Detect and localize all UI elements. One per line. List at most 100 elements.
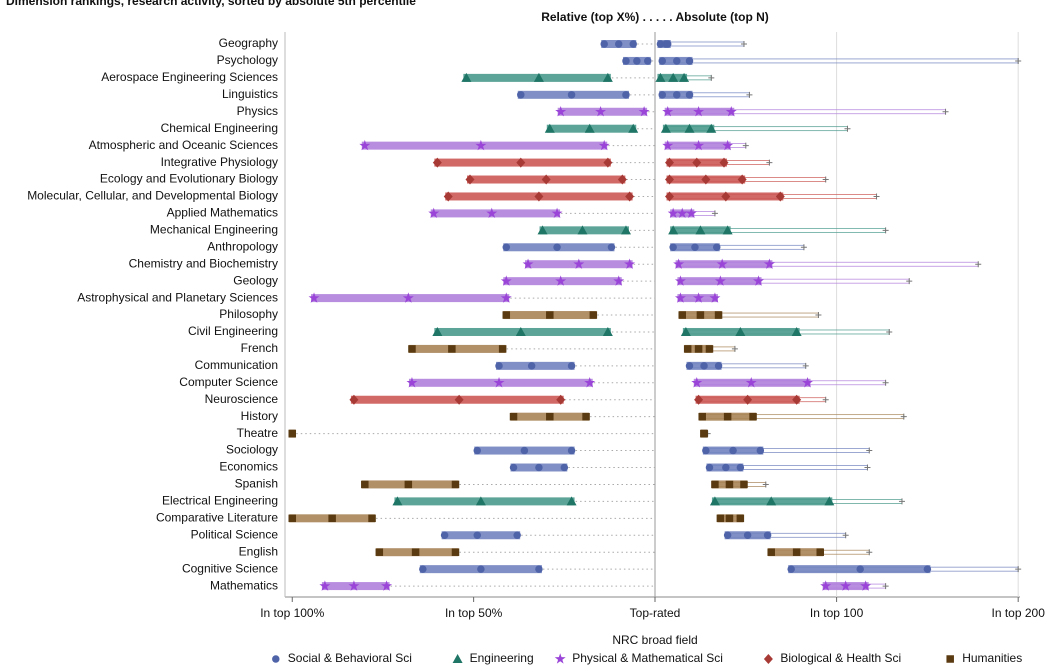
range-end bbox=[1015, 566, 1022, 573]
category-label: Linguistics bbox=[222, 87, 278, 101]
absolute-marker bbox=[787, 565, 795, 573]
range-end bbox=[1015, 57, 1022, 64]
category-label: Chemical Engineering bbox=[161, 121, 278, 135]
range-end bbox=[906, 278, 913, 285]
category-label: Psychology bbox=[217, 53, 278, 67]
range-end bbox=[822, 176, 829, 183]
relative-marker bbox=[643, 57, 652, 65]
range-end bbox=[898, 498, 905, 505]
legend-title: NRC broad field bbox=[612, 633, 697, 647]
range-end bbox=[822, 396, 829, 403]
range-end bbox=[866, 549, 873, 556]
relative-marker bbox=[622, 57, 630, 65]
absolute-marker bbox=[722, 139, 734, 151]
relative-marker bbox=[589, 311, 598, 319]
absolute-marker bbox=[737, 174, 747, 185]
relative-marker bbox=[602, 326, 613, 336]
absolute-marker bbox=[673, 258, 685, 269]
absolute-marker bbox=[714, 275, 726, 286]
range-end bbox=[886, 328, 893, 335]
relative-marker bbox=[288, 514, 297, 523]
relative-marker bbox=[308, 292, 320, 303]
category-label: Theatre bbox=[237, 426, 279, 440]
relative-marker bbox=[288, 429, 297, 438]
relative-bar bbox=[394, 497, 575, 506]
legend-label: Biological & Health Sci bbox=[780, 651, 901, 665]
category-label: Astrophysical and Planetary Sciences bbox=[77, 290, 278, 304]
legend-label: Social & Behavioral Sci bbox=[288, 651, 412, 665]
relative-marker bbox=[461, 72, 472, 82]
relative-marker bbox=[624, 258, 636, 269]
absolute-marker bbox=[725, 106, 737, 117]
relative-marker bbox=[500, 275, 512, 286]
absolute-marker bbox=[680, 326, 691, 336]
relative-marker bbox=[551, 207, 563, 219]
relative-marker bbox=[432, 157, 442, 168]
category-label: Ecology and Evolutionary Biology bbox=[100, 172, 278, 186]
relative-marker bbox=[348, 580, 360, 591]
range-end bbox=[882, 227, 889, 234]
absolute-range bbox=[661, 58, 1019, 64]
relative-marker bbox=[582, 412, 590, 421]
absolute-marker bbox=[753, 275, 764, 286]
absolute-marker bbox=[700, 362, 708, 370]
chart-subtitle: Relative (top X%) . . . . . Absolute (to… bbox=[541, 10, 769, 24]
absolute-marker bbox=[714, 311, 723, 319]
range-end bbox=[746, 91, 753, 98]
relative-marker bbox=[419, 565, 427, 573]
range-end bbox=[866, 447, 873, 454]
range-end bbox=[711, 210, 718, 217]
range-end bbox=[762, 481, 769, 488]
absolute-marker bbox=[663, 40, 672, 48]
absolute-marker bbox=[802, 377, 814, 388]
absolute-marker bbox=[700, 429, 708, 438]
absolute-marker bbox=[736, 514, 745, 523]
relative-marker bbox=[361, 480, 369, 489]
absolute-marker bbox=[736, 463, 745, 472]
relative-marker bbox=[477, 565, 485, 573]
absolute-marker bbox=[716, 514, 725, 523]
range-end bbox=[742, 142, 749, 149]
relative-marker bbox=[411, 548, 420, 556]
absolute-marker bbox=[693, 292, 705, 303]
absolute-marker bbox=[729, 446, 737, 455]
absolute-marker bbox=[723, 412, 732, 421]
absolute-marker bbox=[816, 548, 824, 556]
absolute-marker bbox=[735, 326, 746, 336]
absolute-marker bbox=[725, 514, 734, 523]
relative-marker bbox=[567, 362, 576, 370]
category-label: Philosophy bbox=[219, 307, 278, 321]
legend-marker bbox=[272, 655, 280, 663]
absolute-marker bbox=[662, 139, 674, 151]
relative-marker bbox=[404, 480, 413, 489]
absolute-marker bbox=[840, 580, 852, 591]
absolute-marker bbox=[706, 123, 717, 133]
absolute-marker bbox=[743, 531, 752, 540]
relative-marker bbox=[392, 496, 403, 506]
x-tick-label: In top 200 bbox=[991, 606, 1045, 620]
absolute-marker bbox=[694, 345, 703, 353]
absolute-marker bbox=[673, 57, 681, 65]
relative-marker bbox=[443, 191, 453, 202]
absolute-marker bbox=[673, 91, 681, 99]
absolute-marker bbox=[820, 580, 832, 591]
relative-marker bbox=[498, 345, 507, 353]
relative-marker bbox=[555, 275, 567, 286]
absolute-marker bbox=[743, 394, 753, 405]
absolute-marker bbox=[722, 463, 730, 472]
relative-marker bbox=[600, 40, 608, 48]
absolute-marker bbox=[824, 496, 835, 506]
absolute-marker bbox=[756, 446, 765, 455]
relative-marker bbox=[368, 514, 376, 523]
legend-label: Physical & Mathematical Sci bbox=[572, 651, 723, 665]
absolute-marker bbox=[721, 191, 731, 202]
range-end bbox=[844, 125, 851, 132]
relative-marker bbox=[625, 191, 635, 202]
range-end bbox=[900, 413, 907, 420]
absolute-marker bbox=[722, 225, 733, 235]
category-label: French bbox=[241, 341, 278, 355]
relative-marker bbox=[319, 580, 331, 591]
relative-marker bbox=[475, 496, 486, 506]
absolute-marker bbox=[665, 157, 675, 168]
category-label: Neuroscience bbox=[205, 392, 279, 406]
